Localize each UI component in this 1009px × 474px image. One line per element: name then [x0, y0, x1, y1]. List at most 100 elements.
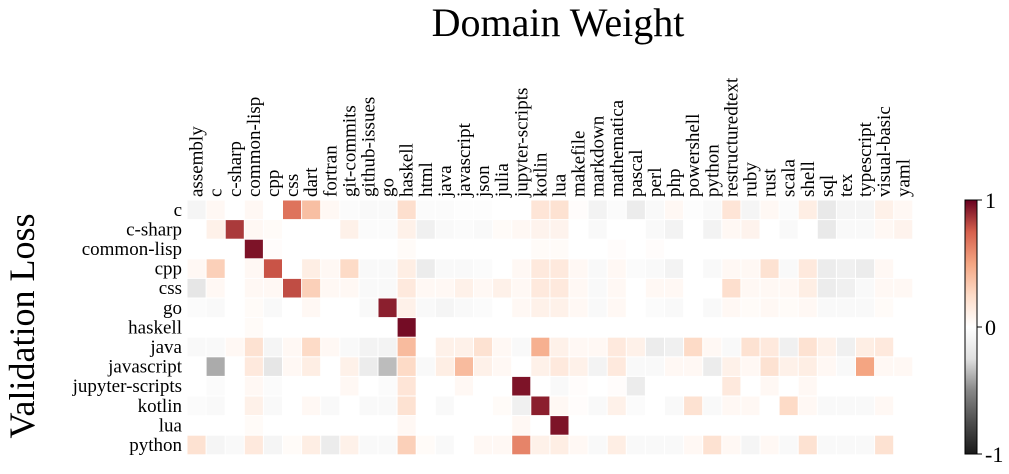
cell-cpp-lua	[550, 259, 569, 278]
cell-java-kotlin	[531, 337, 550, 357]
cell-python-c-sharp	[225, 435, 244, 455]
cell-common-lisp-c	[206, 239, 225, 259]
x-tick-label-fortran: fortran	[320, 145, 341, 197]
cell-haskell-fortran	[321, 318, 340, 337]
cell-lua-kotlin	[531, 416, 550, 435]
cell-css-jupyter-scripts	[512, 278, 531, 298]
cell-c-sharp-java	[435, 220, 454, 239]
y-tick-label-c: c	[174, 200, 182, 221]
cell-javascript-tex	[836, 357, 855, 376]
cell-haskell-visual-basic	[875, 318, 894, 337]
cell-go-common-lisp	[244, 298, 263, 318]
cell-java-tex	[836, 337, 855, 357]
cell-go-haskell	[397, 298, 416, 318]
y-tick-label-go: go	[163, 298, 182, 319]
cell-javascript-json	[474, 357, 493, 376]
cell-python-scala	[779, 435, 798, 455]
x-tick-label-perl: perl	[645, 167, 666, 197]
cell-css-haskell	[397, 278, 416, 298]
cell-cpp-restructuredtext	[722, 259, 741, 278]
x-tick-label-assembly: assembly	[187, 126, 208, 197]
cell-css-assembly	[187, 278, 206, 298]
cell-c-sharp-ruby	[741, 220, 760, 239]
x-tick-label-powershell: powershell	[683, 114, 704, 197]
cell-go-mathematica	[607, 298, 626, 318]
cell-python-typescript	[856, 435, 875, 455]
cell-java-perl	[645, 337, 664, 357]
cell-go-tex	[836, 298, 855, 318]
cell-cpp-pascal	[626, 259, 645, 278]
cell-javascript-python	[703, 357, 722, 376]
cell-jupyter-scripts-html	[416, 376, 435, 396]
cell-go-javascript	[454, 298, 473, 318]
cell-go-php	[665, 298, 684, 318]
cell-javascript-javascript	[454, 357, 473, 376]
cell-lua-mathematica	[607, 416, 626, 435]
cell-jupyter-scripts-github-issues	[359, 376, 378, 396]
cell-lua-haskell	[397, 416, 416, 435]
cell-common-lisp-github-issues	[359, 239, 378, 259]
cell-c-makefile	[569, 200, 588, 220]
cell-c-php	[665, 200, 684, 220]
cell-go-go	[378, 298, 397, 318]
cell-css-scala	[779, 278, 798, 298]
cell-haskell-java	[435, 318, 454, 337]
x-tick-label-c-sharp: c-sharp	[225, 141, 246, 197]
cell-lua-restructuredtext	[722, 416, 741, 435]
cell-css-github-issues	[359, 278, 378, 298]
cell-haskell-sql	[817, 318, 836, 337]
cell-javascript-perl	[645, 357, 664, 376]
cell-kotlin-lua	[550, 396, 569, 416]
cell-kotlin-assembly	[187, 396, 206, 416]
cell-c-sharp-jupyter-scripts	[512, 220, 531, 239]
cell-c-jupyter-scripts	[512, 200, 531, 220]
cell-javascript-pascal	[626, 357, 645, 376]
colorbar-tick-label: 0	[985, 315, 996, 340]
x-tick-label-julia: julia	[492, 163, 513, 198]
cell-haskell-shell	[798, 318, 817, 337]
cell-kotlin-javascript	[454, 396, 473, 416]
cell-common-lisp-kotlin	[531, 239, 550, 259]
cell-jupyter-scripts-php	[665, 376, 684, 396]
cell-cpp-perl	[645, 259, 664, 278]
x-tick-label-go: go	[378, 178, 399, 197]
cell-haskell-mathematica	[607, 318, 626, 337]
cell-common-lisp-java	[435, 239, 454, 259]
cell-lua-julia	[493, 416, 512, 435]
cell-c-tex	[836, 200, 855, 220]
cell-java-javascript	[454, 337, 473, 357]
cell-haskell-kotlin	[531, 318, 550, 337]
x-tick-label-pascal: pascal	[626, 150, 647, 197]
cell-c-perl	[645, 200, 664, 220]
cell-c-sharp-cpp	[263, 220, 282, 239]
x-tick-label-dart: dart	[301, 167, 322, 197]
cell-kotlin-rust	[760, 396, 779, 416]
cell-css-mathematica	[607, 278, 626, 298]
x-tick-label-cpp: cpp	[263, 170, 284, 197]
cell-common-lisp-lua	[550, 239, 569, 259]
y-tick-label-cpp: cpp	[155, 259, 182, 280]
cell-java-java	[435, 337, 454, 357]
cell-java-yaml	[894, 337, 913, 357]
cell-common-lisp-rust	[760, 239, 779, 259]
cell-java-julia	[493, 337, 512, 357]
colorbar: 1 0 -1	[964, 188, 1003, 467]
cell-c-sharp-restructuredtext	[722, 220, 741, 239]
cell-kotlin-perl	[645, 396, 664, 416]
cell-c-ruby	[741, 200, 760, 220]
cell-c-java	[435, 200, 454, 220]
cell-haskell-html	[416, 318, 435, 337]
cell-common-lisp-javascript	[454, 239, 473, 259]
cell-python-cpp	[263, 435, 282, 455]
cell-javascript-assembly	[187, 357, 206, 376]
cell-java-css	[283, 337, 302, 357]
cell-lua-lua	[550, 416, 569, 435]
cell-jupyter-scripts-python	[703, 376, 722, 396]
cell-haskell-go	[378, 318, 397, 337]
cell-jupyter-scripts-restructuredtext	[722, 376, 741, 396]
cell-python-jupyter-scripts	[512, 435, 531, 455]
cell-common-lisp-yaml	[894, 239, 913, 259]
cell-java-sql	[817, 337, 836, 357]
cell-lua-makefile	[569, 416, 588, 435]
cell-go-python	[703, 298, 722, 318]
